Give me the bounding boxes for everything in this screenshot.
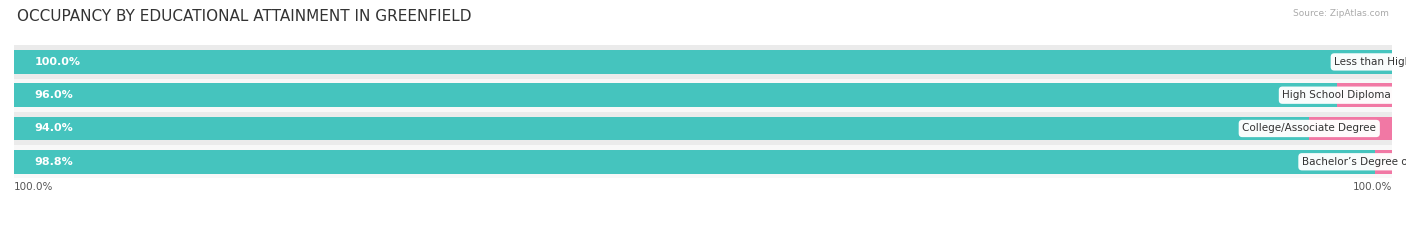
Text: High School Diploma: High School Diploma xyxy=(1282,90,1391,100)
Text: 100.0%: 100.0% xyxy=(14,182,53,192)
Bar xyxy=(14,116,1309,140)
Text: OCCUPANCY BY EDUCATIONAL ATTAINMENT IN GREENFIELD: OCCUPANCY BY EDUCATIONAL ATTAINMENT IN G… xyxy=(17,9,471,24)
Bar xyxy=(1309,116,1392,140)
Text: 96.0%: 96.0% xyxy=(35,90,73,100)
Bar xyxy=(14,150,1375,174)
Text: 94.0%: 94.0% xyxy=(35,123,73,134)
Bar xyxy=(14,79,1392,112)
Bar xyxy=(1337,83,1392,107)
Text: College/Associate Degree: College/Associate Degree xyxy=(1243,123,1376,134)
Text: Bachelor’s Degree or higher: Bachelor’s Degree or higher xyxy=(1302,157,1406,167)
Bar xyxy=(14,50,1392,74)
Text: Less than High School: Less than High School xyxy=(1334,57,1406,67)
Bar xyxy=(14,112,1392,145)
Bar xyxy=(14,45,1392,79)
Text: Source: ZipAtlas.com: Source: ZipAtlas.com xyxy=(1294,9,1389,18)
Text: 100.0%: 100.0% xyxy=(1353,182,1392,192)
Bar xyxy=(1375,150,1392,174)
Bar xyxy=(14,145,1392,178)
Text: 100.0%: 100.0% xyxy=(35,57,80,67)
Legend: Owner-occupied, Renter-occupied: Owner-occupied, Renter-occupied xyxy=(586,230,820,233)
Text: 98.8%: 98.8% xyxy=(35,157,73,167)
Bar xyxy=(14,83,1337,107)
